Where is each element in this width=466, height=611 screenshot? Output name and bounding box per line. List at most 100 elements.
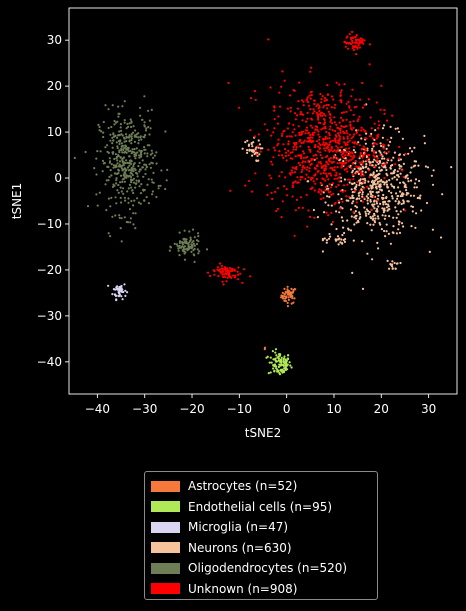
data-point <box>193 260 196 263</box>
data-point <box>247 144 250 147</box>
data-point <box>350 167 353 170</box>
data-point <box>406 174 409 177</box>
data-point <box>273 105 276 108</box>
data-point <box>356 180 359 184</box>
data-point <box>127 136 130 139</box>
data-point <box>336 132 340 135</box>
data-point <box>309 148 312 152</box>
data-point <box>150 108 153 111</box>
data-point <box>119 174 123 177</box>
data-point <box>439 236 443 239</box>
series-5 <box>206 30 407 286</box>
data-point <box>139 155 143 158</box>
data-point <box>151 193 154 196</box>
data-point <box>360 188 363 191</box>
data-point <box>285 194 289 197</box>
data-point <box>221 270 224 273</box>
data-point <box>319 92 322 96</box>
data-point <box>291 171 294 174</box>
data-point <box>205 248 209 251</box>
data-point <box>131 174 134 177</box>
data-point <box>376 135 379 138</box>
data-point <box>228 275 231 278</box>
legend-item: Astrocytes (n=52) <box>151 476 369 497</box>
data-point <box>107 179 110 182</box>
data-point <box>335 227 338 231</box>
data-point <box>397 213 400 216</box>
data-point <box>330 223 333 226</box>
data-point <box>304 177 307 181</box>
data-point <box>355 34 358 37</box>
data-point <box>353 145 356 148</box>
data-point <box>351 141 354 144</box>
data-point <box>362 187 366 190</box>
data-point <box>285 361 288 365</box>
data-point <box>360 199 363 202</box>
data-point <box>212 269 215 272</box>
data-point <box>138 154 141 157</box>
data-point <box>326 195 329 198</box>
data-point <box>147 178 150 181</box>
data-point <box>343 83 346 86</box>
data-point <box>118 130 121 133</box>
data-point <box>398 220 401 224</box>
data-point <box>136 175 139 178</box>
data-point <box>354 217 358 220</box>
data-point <box>99 150 102 153</box>
data-point <box>250 142 253 145</box>
data-point <box>274 351 277 354</box>
data-point <box>333 154 336 157</box>
data-point <box>423 142 426 145</box>
data-point <box>338 172 341 176</box>
data-point <box>116 134 120 137</box>
data-point <box>330 145 333 148</box>
data-point <box>418 197 422 200</box>
data-point <box>377 217 380 220</box>
data-point <box>133 135 136 138</box>
data-point <box>378 160 381 163</box>
data-point <box>93 167 96 170</box>
data-point <box>324 149 327 152</box>
data-point <box>307 176 310 179</box>
data-point <box>223 266 227 269</box>
data-point <box>318 135 321 138</box>
data-point <box>297 181 300 184</box>
data-point <box>380 84 383 87</box>
data-point <box>345 199 348 202</box>
data-point <box>295 146 298 149</box>
legend-label: Endothelial cells (n=95) <box>188 499 333 514</box>
data-point <box>347 47 350 50</box>
data-point <box>116 146 119 150</box>
data-point <box>118 160 122 163</box>
data-point <box>385 168 388 172</box>
data-point <box>401 169 404 172</box>
data-point <box>333 177 336 180</box>
data-point <box>272 367 275 370</box>
data-point <box>349 208 353 211</box>
data-point <box>138 156 141 159</box>
data-point <box>120 145 123 148</box>
data-point <box>379 108 382 111</box>
data-point <box>357 172 360 176</box>
data-point <box>376 159 379 162</box>
data-point <box>133 199 136 202</box>
data-point <box>356 219 360 222</box>
data-point <box>230 276 233 279</box>
data-point <box>289 110 292 113</box>
data-point <box>312 208 315 212</box>
data-point <box>413 160 416 163</box>
data-point <box>120 284 123 288</box>
data-point <box>97 123 100 126</box>
data-point <box>401 194 404 198</box>
data-point <box>140 151 143 154</box>
data-point <box>392 231 395 235</box>
data-point <box>351 202 354 205</box>
data-point <box>299 113 302 116</box>
data-point <box>139 135 142 138</box>
data-point <box>314 125 317 128</box>
data-point <box>143 163 146 166</box>
data-point <box>272 131 275 134</box>
data-point <box>407 180 410 183</box>
data-point <box>143 124 146 127</box>
